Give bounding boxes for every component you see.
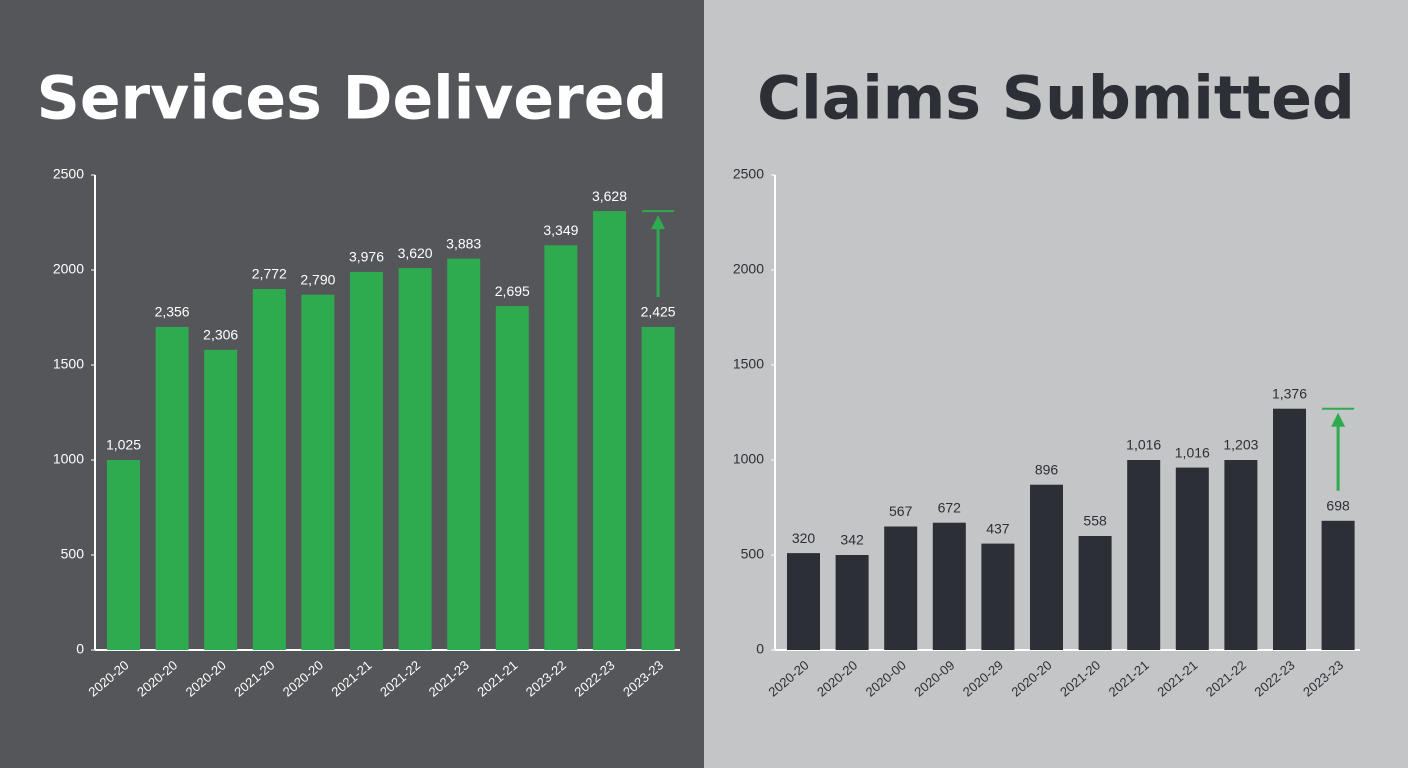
bar — [495, 306, 529, 650]
chart-title: Services Delivered — [37, 64, 668, 134]
bar — [107, 460, 140, 650]
bar — [204, 349, 238, 650]
bar — [301, 294, 335, 650]
data-label: 698 — [1326, 498, 1350, 514]
y-tick-label: 2000 — [733, 261, 764, 277]
y-tick-label: 1500 — [53, 356, 84, 372]
data-label: 3,628 — [592, 188, 627, 204]
bar — [252, 289, 286, 650]
y-tick-label: 2000 — [53, 261, 84, 277]
bar — [544, 245, 578, 651]
data-label: 896 — [1035, 461, 1059, 477]
data-label: 1,016 — [1126, 437, 1161, 453]
bar — [1030, 484, 1063, 650]
data-label: 672 — [938, 499, 962, 515]
bar — [835, 555, 869, 650]
chart-title: Claims Submitted — [757, 64, 1355, 134]
bar — [350, 271, 383, 650]
data-label: 567 — [889, 503, 913, 519]
data-label: 1,203 — [1223, 437, 1258, 453]
y-tick-label: 0 — [756, 641, 764, 657]
data-label: 320 — [792, 530, 816, 546]
y-tick-label: 1000 — [53, 451, 84, 467]
arrow-head — [651, 215, 666, 230]
bar — [1273, 408, 1306, 650]
data-label: 2,356 — [155, 304, 190, 320]
data-label: 3,976 — [349, 249, 384, 265]
y-tick-label: 500 — [741, 546, 765, 562]
bar — [447, 258, 481, 650]
data-label: 2,695 — [495, 283, 530, 299]
bar — [398, 268, 432, 650]
bar — [1127, 460, 1161, 650]
bar — [981, 543, 1015, 650]
data-label: 2,425 — [641, 304, 676, 320]
data-label: 3,883 — [446, 235, 481, 251]
data-label: 1,376 — [1272, 385, 1307, 401]
data-label: 1,016 — [1175, 444, 1210, 460]
data-label: 1,025 — [106, 437, 141, 453]
bar — [641, 327, 675, 650]
bar — [593, 211, 626, 650]
data-label: 558 — [1083, 513, 1107, 529]
bar — [884, 526, 918, 650]
data-label: 3,349 — [543, 222, 578, 238]
bar — [932, 522, 966, 650]
y-tick-label: 2500 — [53, 166, 84, 182]
y-tick-label: 2500 — [733, 166, 764, 182]
data-label: 2,790 — [300, 271, 335, 287]
y-tick-label: 0 — [76, 641, 84, 657]
y-tick-label: 1000 — [733, 451, 764, 467]
data-label: 3,620 — [398, 245, 433, 261]
bar — [1224, 460, 1258, 650]
bar — [1321, 520, 1355, 650]
bar — [155, 327, 189, 650]
bar — [1078, 536, 1112, 650]
data-label: 2,306 — [203, 327, 238, 343]
bar — [787, 553, 820, 650]
data-label: 342 — [840, 532, 864, 548]
data-label: 437 — [986, 520, 1010, 536]
bar — [1175, 467, 1209, 650]
arrow-head — [1331, 412, 1346, 427]
data-label: 2,772 — [252, 266, 287, 282]
y-tick-label: 500 — [61, 546, 85, 562]
y-tick-label: 1500 — [733, 356, 764, 372]
